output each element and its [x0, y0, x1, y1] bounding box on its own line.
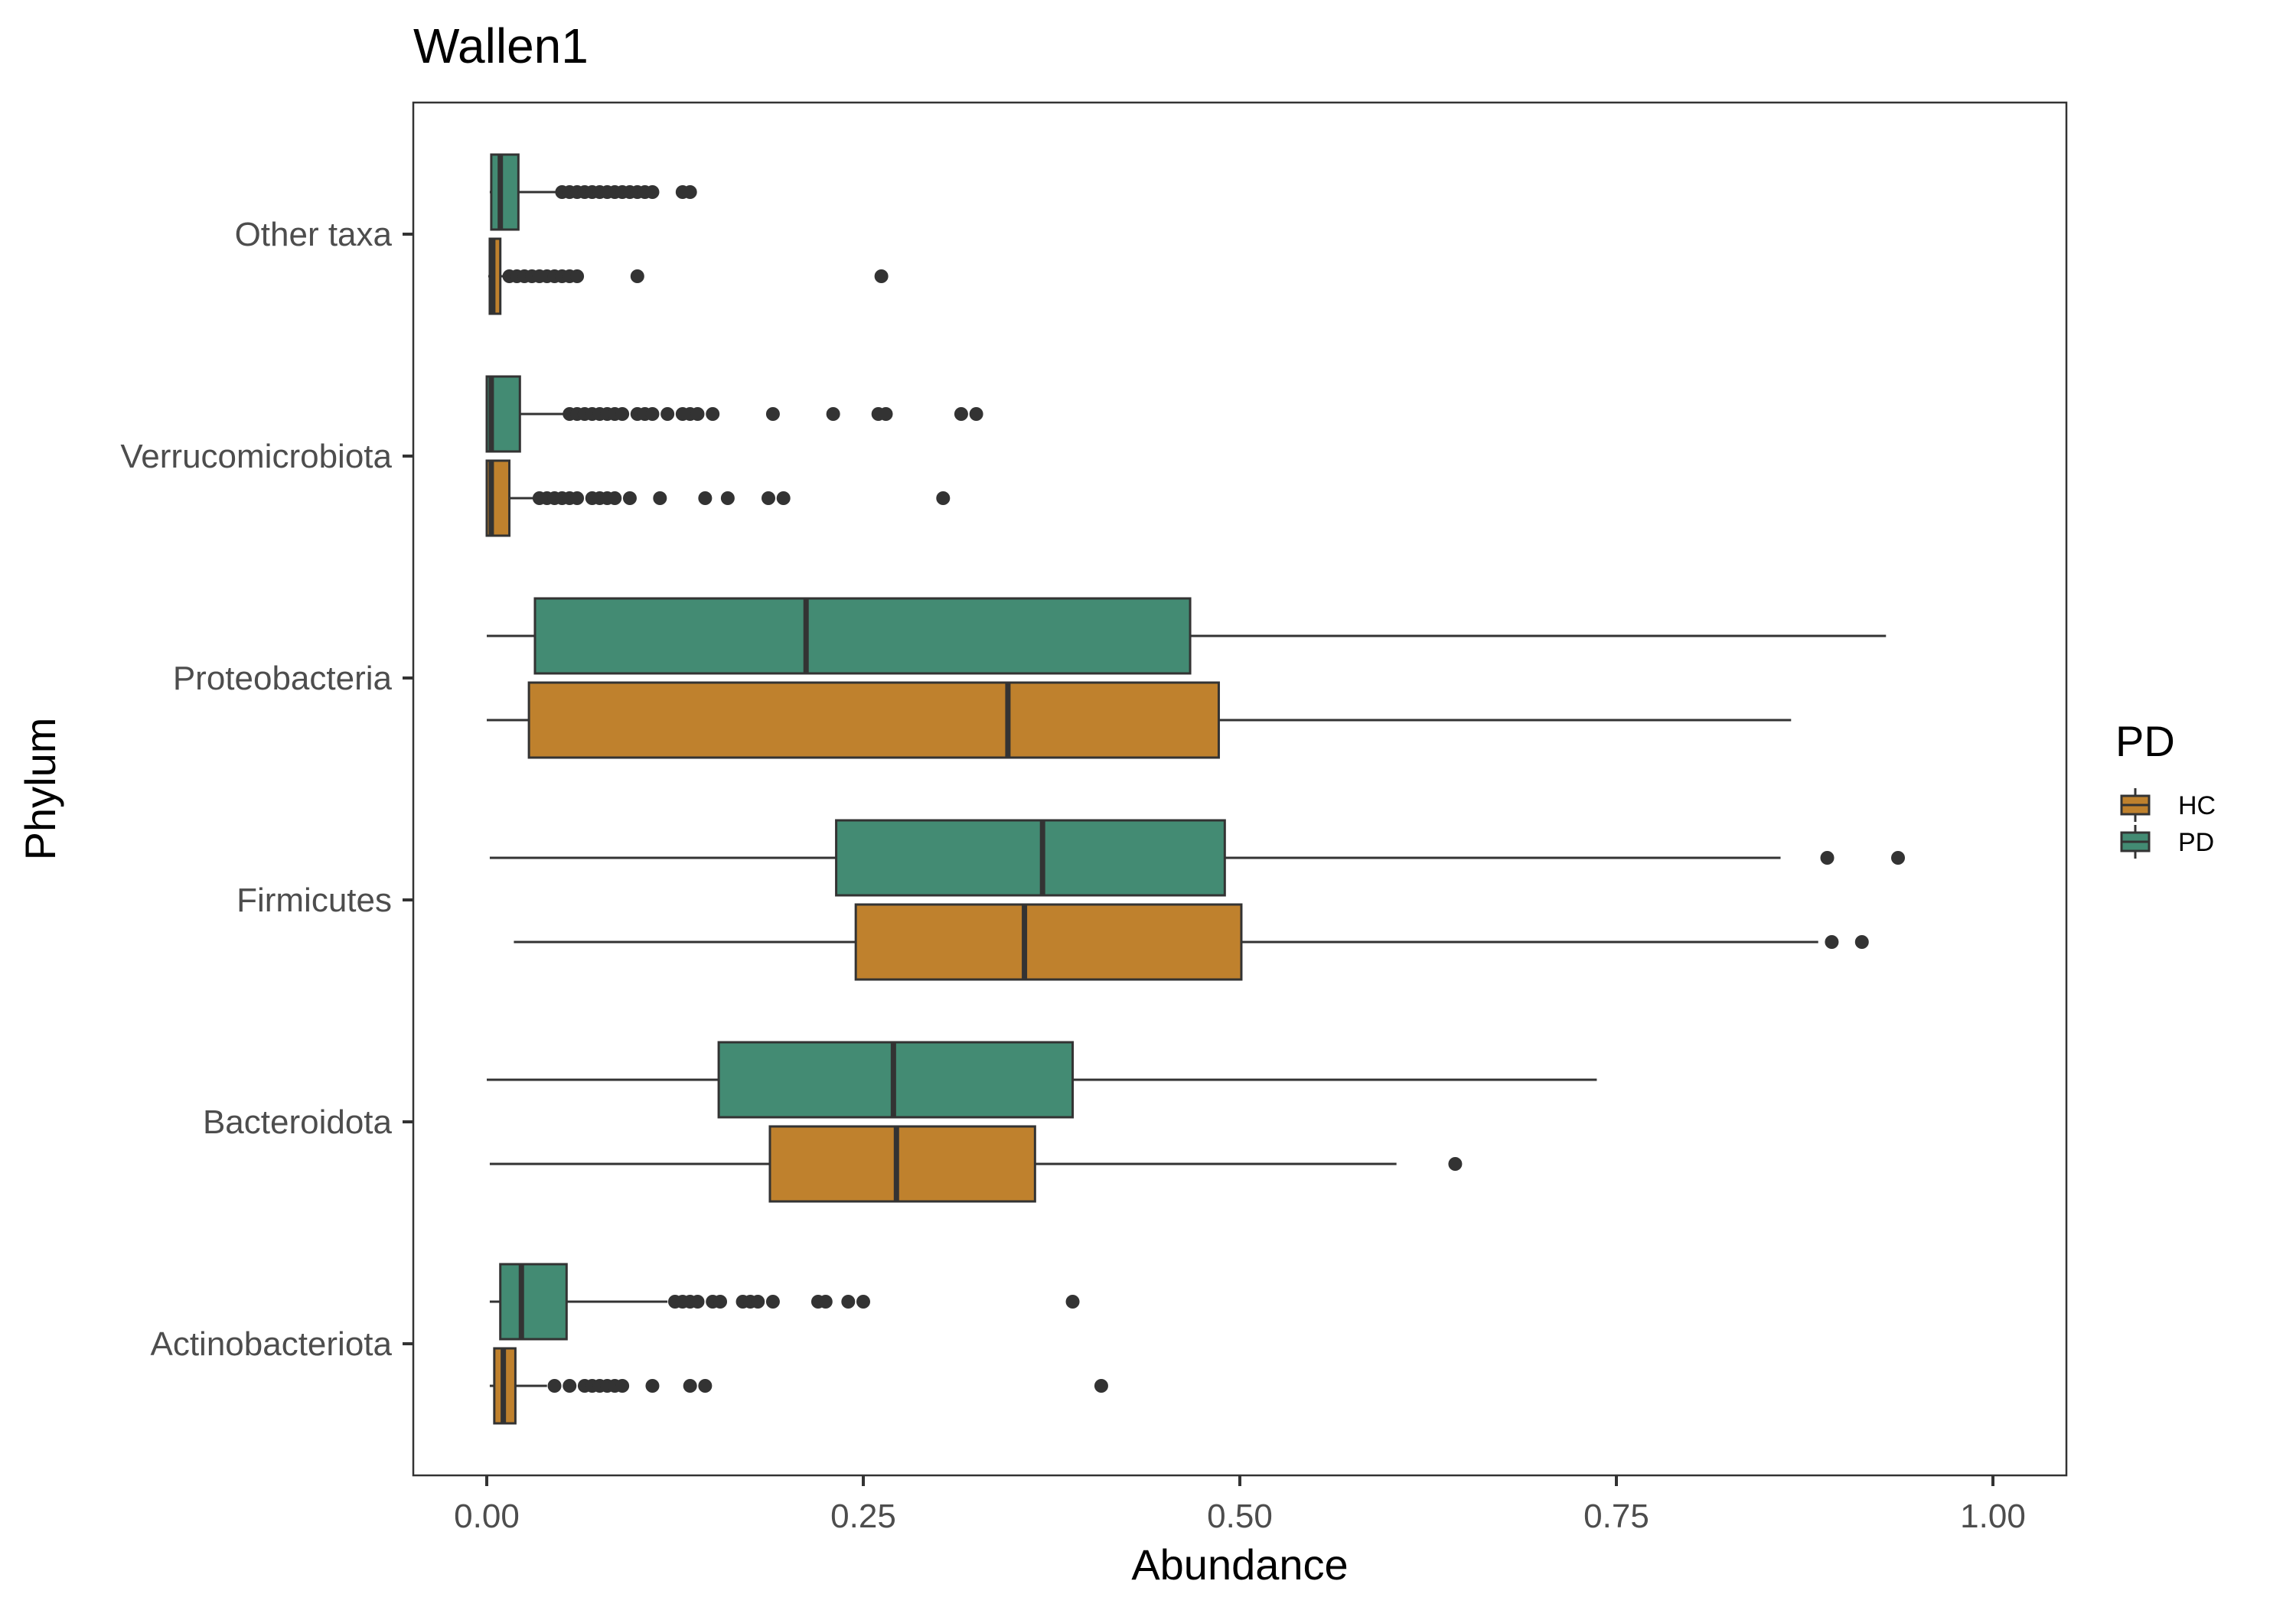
y-tick-label-verrucomicrobiota: Verrucomicrobiota	[120, 438, 392, 475]
y-tick-label-other-taxa: Other taxa	[235, 216, 393, 253]
legend-label-hc: HC	[2178, 791, 2216, 820]
box-body	[854, 903, 1243, 981]
outlier-point	[608, 491, 622, 505]
box-pd-bacteroidota	[487, 1041, 1597, 1119]
outlier-point	[856, 1295, 870, 1309]
box-hc-proteobacteria	[487, 681, 1792, 759]
chart-marks	[485, 153, 1906, 1425]
x-tick-label-3: 0.75	[1583, 1498, 1649, 1535]
y-tick-label-bacteroidota: Bacteroidota	[203, 1103, 393, 1141]
outlier-point	[622, 491, 637, 505]
outlier-point	[1891, 851, 1906, 865]
legend-entries: HC PD	[2120, 788, 2216, 859]
outlier-point	[698, 491, 713, 505]
outlier-point	[570, 491, 585, 505]
outlier-point	[645, 1379, 660, 1393]
outlier-point	[765, 407, 780, 421]
box-hc-actinobacteriota	[489, 1347, 1108, 1425]
box-body	[768, 1125, 1036, 1203]
box-pd-actinobacteriota	[489, 1263, 1080, 1341]
outlier-point	[713, 1295, 728, 1309]
outlier-point	[936, 491, 951, 505]
outlier-point	[563, 1379, 577, 1393]
box-pd-other-taxa	[489, 153, 697, 231]
outlier-point	[818, 1295, 833, 1309]
chart-title: Wallen1	[413, 18, 589, 73]
box-hc-other-taxa	[488, 237, 889, 315]
outlier-point	[690, 1295, 705, 1309]
outlier-point	[615, 1379, 630, 1393]
x-axis: 0.00 0.25 0.50 0.75 1.00	[454, 1475, 2026, 1535]
y-axis-title: Phylum	[16, 718, 64, 861]
box-hc-bacteroidota	[489, 1125, 1463, 1203]
legend-entry-pd: PD	[2120, 825, 2214, 859]
box-pd-firmicutes	[489, 819, 1906, 897]
outlier-point	[645, 185, 660, 199]
outlier-point	[720, 491, 735, 505]
outlier-point	[826, 407, 840, 421]
x-axis-title: Abundance	[1131, 1540, 1348, 1589]
outlier-point	[698, 1379, 713, 1393]
plot-panel	[412, 101, 2068, 1477]
outlier-point	[570, 269, 585, 283]
y-tick-label-proteobacteria: Proteobacteria	[173, 660, 393, 697]
outlier-point	[1448, 1157, 1463, 1171]
box-hc-verrucomicrobiota	[485, 459, 951, 537]
legend-title: PD	[2115, 717, 2175, 765]
outlier-point	[841, 1295, 856, 1309]
x-tick-label-4: 1.00	[1960, 1498, 2026, 1535]
outlier-point	[683, 1379, 697, 1393]
outlier-point	[653, 491, 667, 505]
outlier-point	[615, 407, 630, 421]
x-tick-label-0: 0.00	[454, 1498, 520, 1535]
y-tick-label-actinobacteriota: Actinobacteriota	[150, 1325, 392, 1363]
box-body	[533, 597, 1192, 675]
outlier-point	[547, 1379, 562, 1393]
outlier-point	[630, 269, 644, 283]
outlier-point	[751, 1295, 765, 1309]
outlier-point	[1820, 851, 1835, 865]
outlier-point	[690, 407, 705, 421]
box-hc-firmicutes	[514, 903, 1869, 981]
outlier-point	[874, 269, 889, 283]
outlier-point	[879, 407, 893, 421]
outlier-point	[1094, 1379, 1108, 1393]
box-pd-verrucomicrobiota	[485, 375, 983, 453]
outlier-point	[1065, 1295, 1080, 1309]
box-body	[835, 819, 1226, 897]
x-tick-label-2: 0.50	[1207, 1498, 1273, 1535]
y-tick-label-firmicutes: Firmicutes	[236, 882, 392, 919]
box-body	[490, 153, 520, 231]
outlier-point	[954, 407, 968, 421]
outlier-point	[765, 1295, 780, 1309]
outlier-point	[762, 491, 776, 505]
legend-entry-hc: HC	[2120, 788, 2216, 822]
outlier-point	[1854, 935, 1869, 949]
box-body	[527, 681, 1220, 759]
outlier-point	[706, 407, 720, 421]
outlier-point	[1825, 935, 1839, 949]
box-body	[499, 1263, 568, 1341]
outlier-point	[776, 491, 791, 505]
legend-label-pd: PD	[2178, 828, 2214, 857]
outlier-point	[969, 407, 983, 421]
outlier-point	[660, 407, 675, 421]
outlier-point	[645, 407, 660, 421]
x-tick-label-1: 0.25	[830, 1498, 896, 1535]
y-axis: Other taxa Verrucomicrobiota Proteobacteri…	[120, 216, 413, 1363]
outlier-point	[683, 185, 697, 199]
box-pd-proteobacteria	[487, 597, 1887, 675]
